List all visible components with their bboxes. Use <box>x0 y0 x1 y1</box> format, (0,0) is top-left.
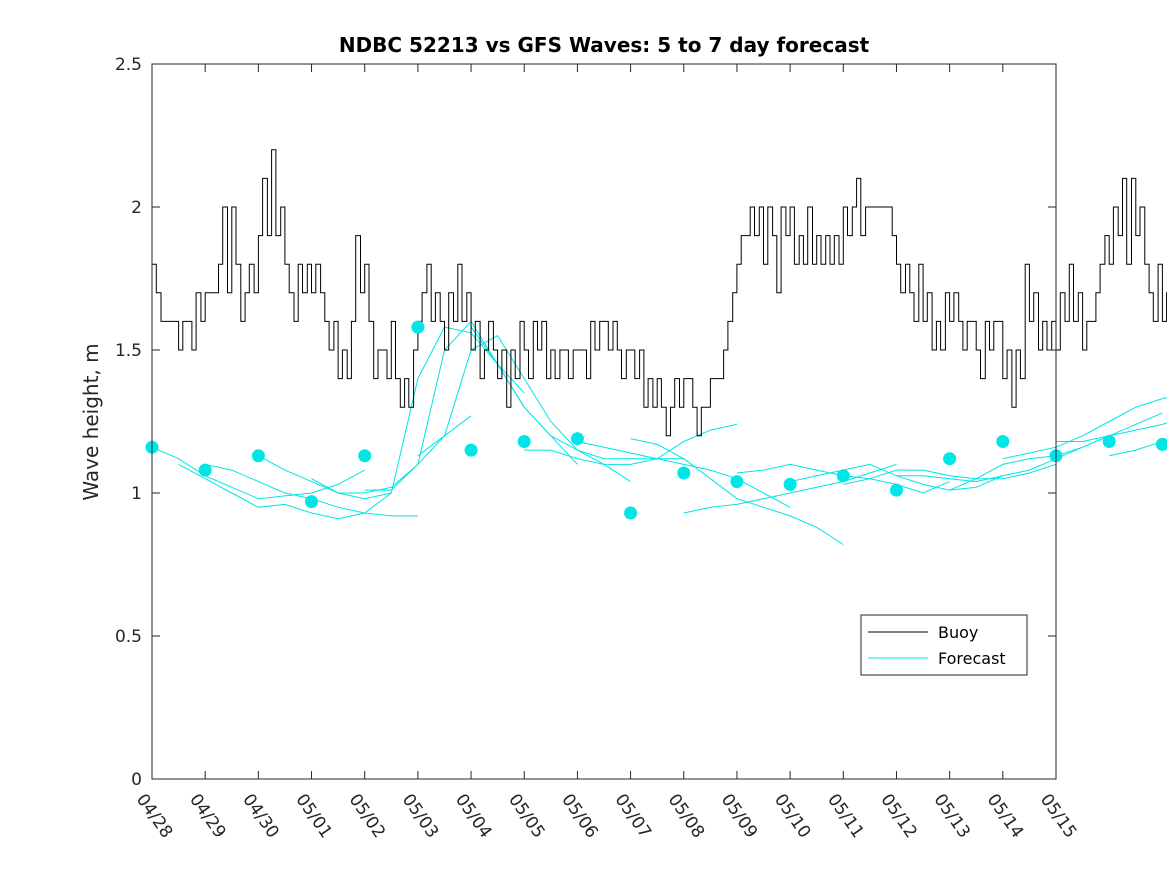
forecast-run-line-15 <box>896 435 1110 483</box>
plot-frame <box>151 63 1057 780</box>
y-tick-label-2: 1 <box>131 484 142 504</box>
y-tick-label-5: 2.5 <box>115 55 142 75</box>
forecast-marker-15 <box>943 452 957 466</box>
forecast-run-line-0 <box>151 446 365 500</box>
forecast-run-line-3 <box>258 415 472 494</box>
forecast-marker-18 <box>1102 435 1116 448</box>
forecast-run-line-11 <box>683 463 897 514</box>
y-tick-label-3: 1.5 <box>115 341 142 361</box>
chart-title: NDBC 52213 vs GFS Waves: 5 to 7 day fore… <box>339 33 870 57</box>
forecast-run-line-17 <box>1002 397 1167 460</box>
y-tick-label-1: 0.5 <box>115 627 142 647</box>
y-tick-label-0: 0 <box>131 770 142 790</box>
y-axis-ticks: 0 0.5 1 1.5 2 2.5 <box>115 55 1056 790</box>
forecast-run-line-10 <box>630 438 844 545</box>
forecast-marker-19 <box>1155 437 1167 451</box>
y-axis-label: Wave height, m <box>79 343 103 500</box>
forecast-marker-12 <box>783 477 797 491</box>
forecast-marker-6 <box>464 443 478 457</box>
forecast-run-line-1 <box>178 463 392 520</box>
forecast-run-line-6 <box>417 335 631 483</box>
forecast-run-line-19 <box>1109 439 1167 457</box>
forecast-run-line-4 <box>311 326 525 500</box>
legend-forecast-label: Forecast <box>938 649 1006 668</box>
forecast-run-line-14 <box>843 463 1057 485</box>
forecast-marker-14 <box>890 483 903 497</box>
legend-box <box>860 614 1028 676</box>
forecast-marker-8 <box>570 432 584 446</box>
forecast-run-line-18 <box>1056 422 1167 442</box>
forecast-marker-16 <box>996 435 1010 448</box>
forecast-marker-3 <box>305 495 318 509</box>
buoy-series-line <box>152 149 1167 437</box>
plot-area <box>145 149 1167 545</box>
forecast-marker-4 <box>358 449 372 463</box>
forecast-marker-5 <box>411 320 425 334</box>
forecast-marker-13 <box>836 469 850 483</box>
forecast-run-line-9 <box>577 441 791 508</box>
forecast-marker-2 <box>251 449 265 463</box>
forecast-marker-1 <box>198 463 212 477</box>
forecast-marker-9 <box>624 506 638 520</box>
y-tick-label-4: 2 <box>131 198 142 218</box>
forecast-marker-11 <box>730 475 744 489</box>
legend: Buoy Forecast <box>860 614 1028 676</box>
legend-buoy-label: Buoy <box>938 623 978 642</box>
forecast-marker-7 <box>517 435 531 448</box>
forecast-marker-10 <box>677 466 691 480</box>
